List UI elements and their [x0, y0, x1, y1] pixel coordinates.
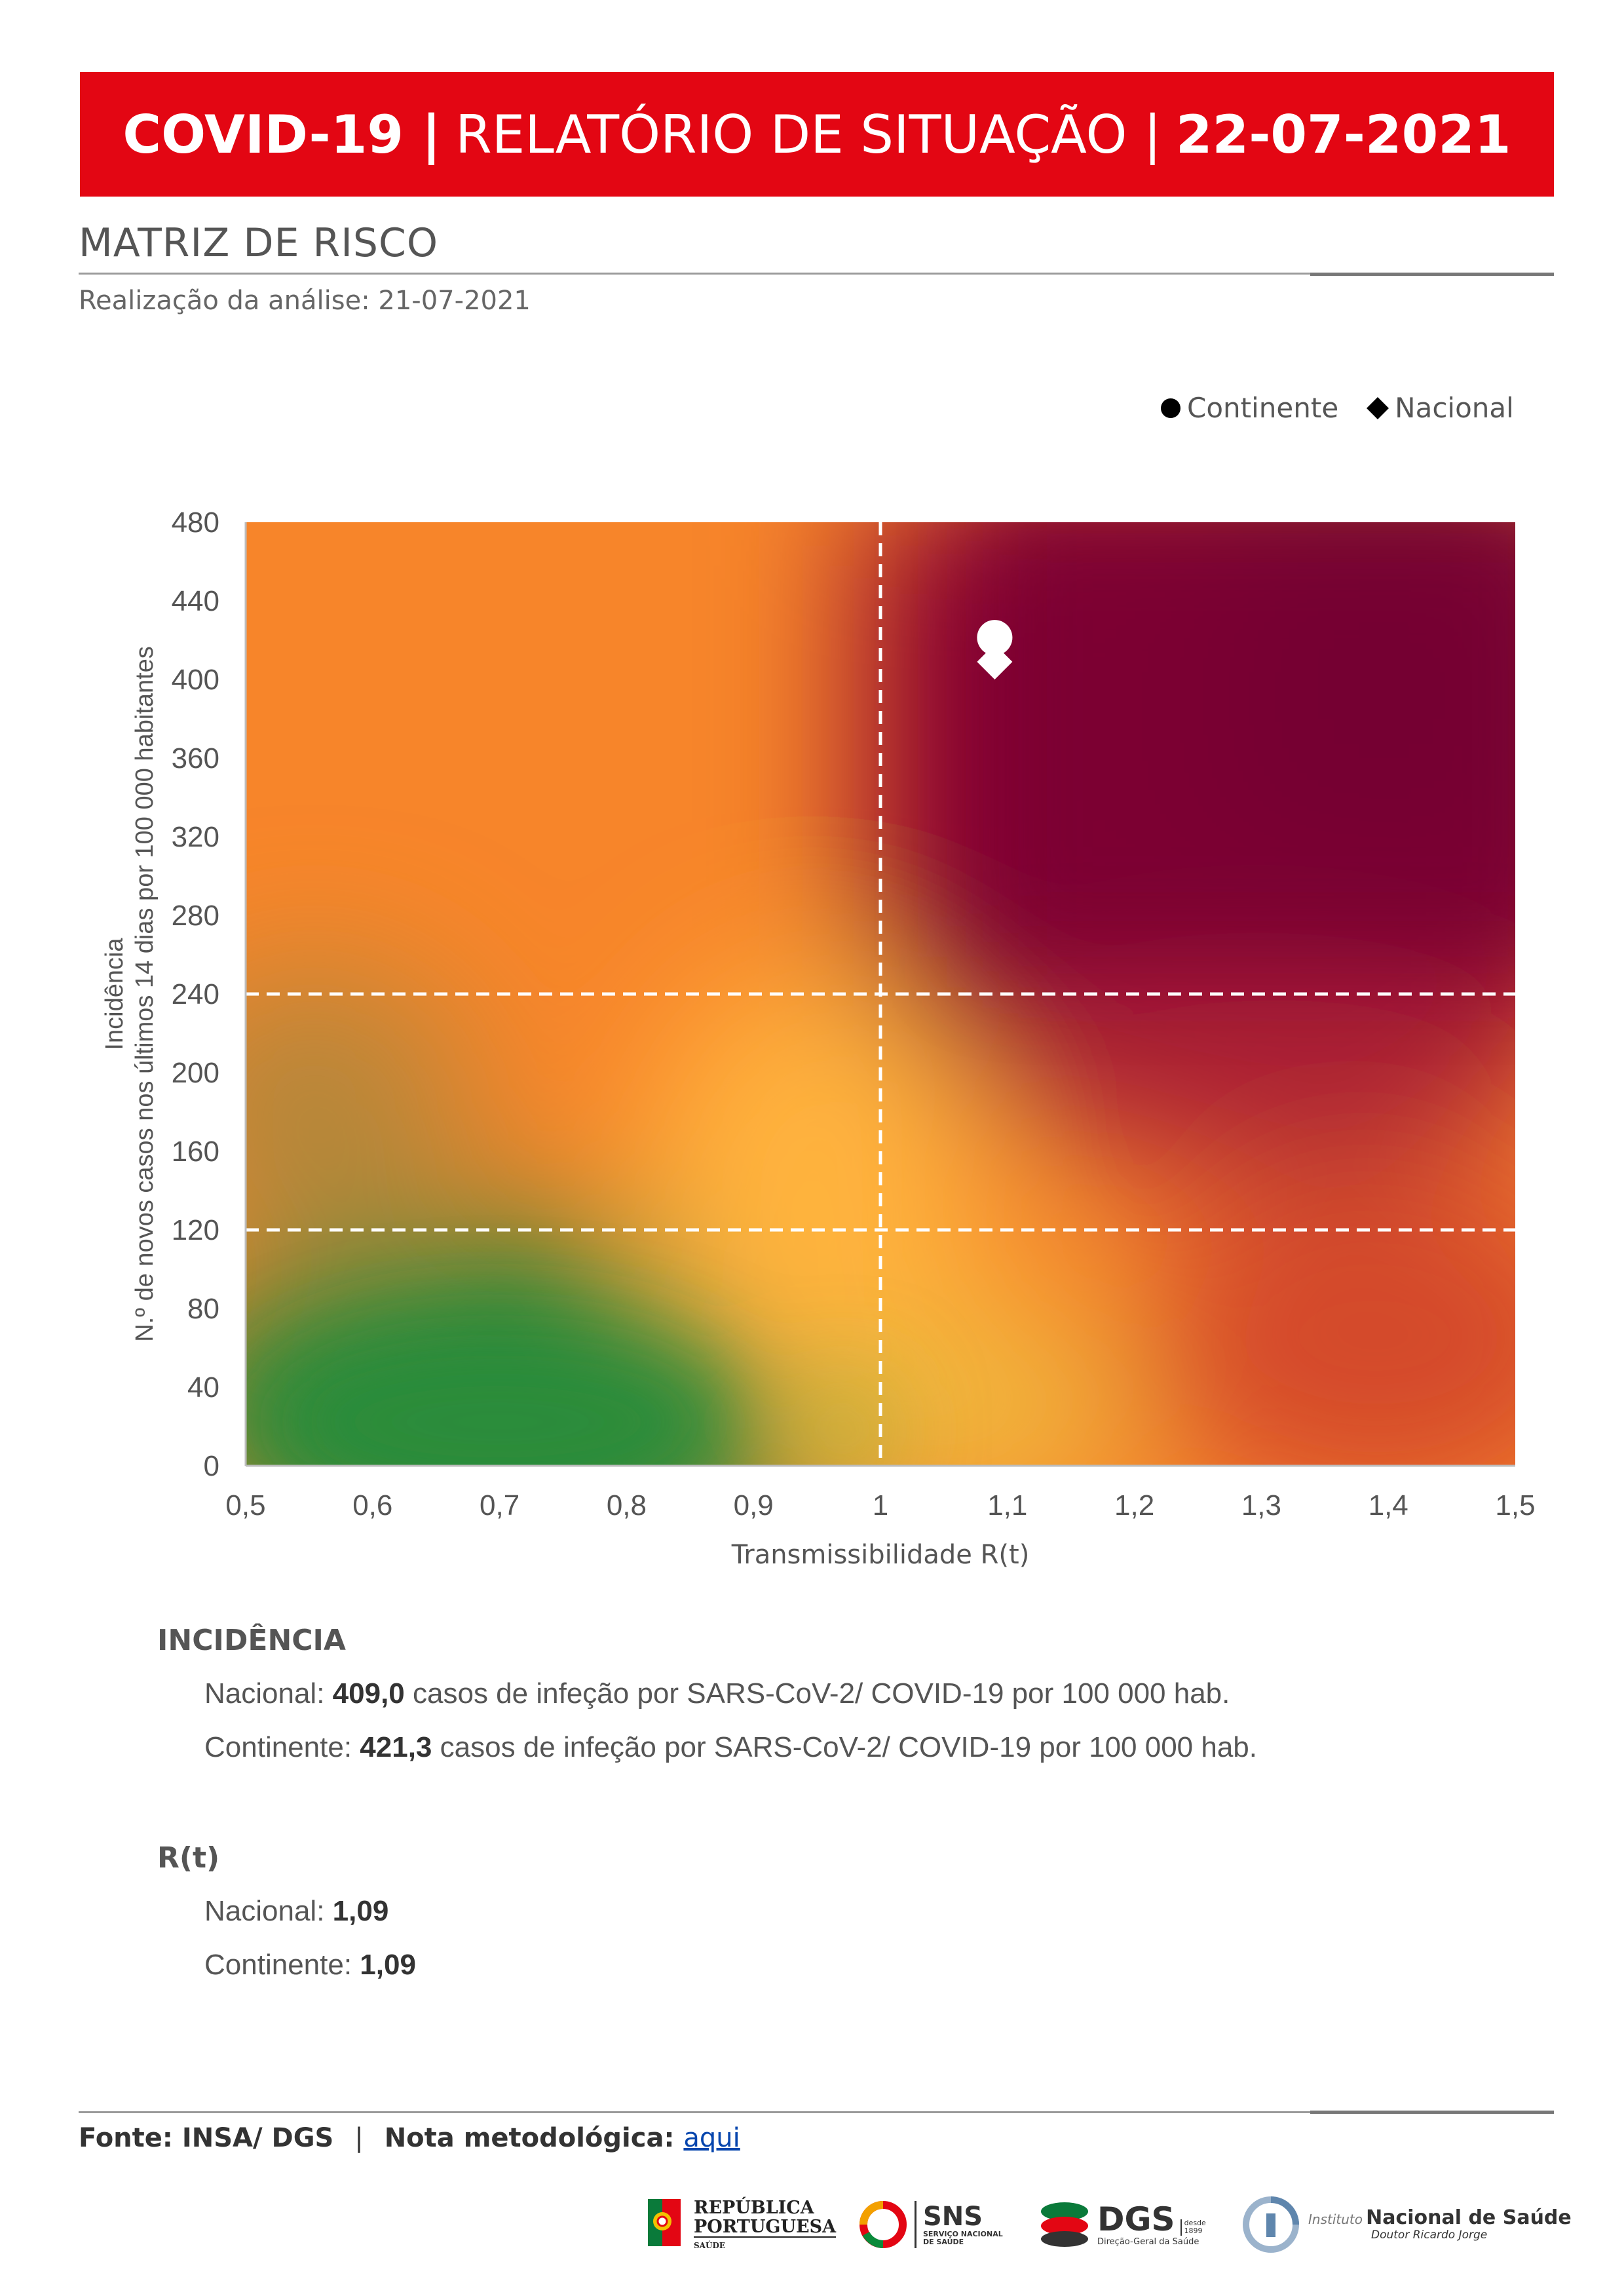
incidencia-continente-suffix: casos de infeção por SARS-CoV-2/ COVID-1… [440, 1731, 1258, 1763]
footer-divider-accent [1310, 2111, 1554, 2114]
y-tick-label: 0 [204, 1450, 219, 1482]
x-axis-label: Transmissibilidade R(t) [731, 1540, 1030, 1570]
incidencia-section: INCIDÊNCIA [157, 1624, 346, 1657]
insa-logo: Instituto Nacional de Saúde Doutor Ricar… [1241, 2192, 1572, 2257]
chart-legend: Continente Nacional [1161, 392, 1514, 424]
x-tick-label: 1,5 [1495, 1489, 1535, 1521]
y-tick-label: 400 [172, 664, 219, 696]
x-tick-label: 0,6 [352, 1489, 392, 1521]
incidencia-continente-label: Continente: [204, 1731, 352, 1763]
header-date: 22-07-2021 [1175, 104, 1511, 165]
header-covid: COVID-19 | [123, 104, 442, 165]
republica-line1: REPÚBLICA [694, 2198, 814, 2219]
y-tick-label: 480 [172, 507, 219, 539]
report-header-banner: COVID-19 | RELATÓRIO DE SITUAÇÃO | 22-07… [80, 72, 1554, 197]
sns-title: SNS [923, 2202, 983, 2232]
y-tick-label: 440 [172, 585, 219, 617]
x-tick-label: 1 [873, 1489, 888, 1521]
rt-continente-label: Continente: [204, 1949, 352, 1981]
dgs-subtitle: Direção-Geral da Saúde [1097, 2236, 1199, 2247]
incidencia-nacional-value: 409,0 [332, 1677, 405, 1710]
footer-divider [79, 2111, 1554, 2113]
sns-line2: DE SAÚDE [923, 2238, 964, 2246]
dgs-title: DGS [1097, 2200, 1175, 2238]
rt-section: R(t) [157, 1841, 219, 1875]
rt-nacional-label: Nacional: [204, 1895, 325, 1927]
insa-prefix: Instituto [1308, 2211, 1363, 2227]
legend-item-nacional: Nacional [1367, 392, 1514, 424]
insa-title: Nacional de Saúde [1366, 2206, 1572, 2229]
incidencia-continente-line: Continente: 421,3 casos de infeção por S… [204, 1731, 1257, 1764]
x-tick-label: 0,8 [607, 1489, 647, 1521]
title-divider-accent [1310, 273, 1554, 276]
republica-portuguesa-logo: REPÚBLICA PORTUGUESA SAÚDE [645, 2192, 837, 2257]
insa-circle-icon [1243, 2196, 1299, 2253]
x-tick-label: 0,5 [225, 1489, 265, 1521]
incidencia-nacional-line: Nacional: 409,0 casos de infeção por SAR… [204, 1677, 1230, 1710]
y-axis-label-line1: Incidência [101, 938, 128, 1050]
footer-note-label: Nota metodológica: [384, 2123, 675, 2153]
republica-line2: PORTUGUESA [694, 2216, 837, 2238]
reference-lines [246, 522, 1515, 1466]
x-tick-label: 1,2 [1114, 1489, 1154, 1521]
y-axis-label-line2: N.º de novos casos nos últimos 14 dias p… [131, 646, 159, 1342]
sns-logo: SNS SERVIÇO NACIONAL DE SAÚDE [858, 2192, 1003, 2257]
analysis-date: Realização da análise: 21-07-2021 [79, 286, 531, 316]
incidencia-nacional-label: Nacional: [204, 1677, 325, 1710]
y-tick-label: 80 [187, 1293, 219, 1325]
sns-line1: SERVIÇO NACIONAL [923, 2230, 1003, 2239]
y-tick-label: 40 [187, 1371, 219, 1404]
legend-label-continente: Continente [1187, 392, 1339, 424]
legend-label-nacional: Nacional [1395, 392, 1514, 424]
data-points [977, 620, 1013, 679]
y-tick-label: 160 [172, 1136, 219, 1168]
x-tick-label: 0,7 [480, 1489, 519, 1521]
dgs-since: desde [1184, 2219, 1206, 2228]
y-tick-label: 120 [172, 1214, 219, 1246]
dgs-logo: DGS desde 1899 Direção-Geral da Saúde [1038, 2192, 1206, 2257]
y-tick-label: 200 [172, 1057, 219, 1089]
incidencia-continente-value: 421,3 [360, 1731, 432, 1763]
rt-title: R(t) [157, 1841, 220, 1875]
circle-marker-icon [1161, 398, 1180, 418]
section-title: MATRIZ DE RISCO [79, 220, 439, 266]
title-divider [79, 273, 1554, 275]
footer-source-label: Fonte: INSA/ DGS [79, 2123, 334, 2153]
x-tick-label: 0,9 [734, 1489, 774, 1521]
x-axis-ticks: 0,5 0,6 0,7 0,8 0,9 1 1,1 1,2 1,3 1,4 1,5 [225, 1489, 1535, 1521]
rt-nacional-value: 1,09 [332, 1895, 389, 1927]
y-tick-label: 320 [172, 821, 219, 853]
risk-matrix-chart: 0,5 0,6 0,7 0,8 0,9 1 1,1 1,2 1,3 1,4 1,5 0 40 80 120… [101, 507, 1536, 1570]
point-nacional [977, 644, 1013, 679]
methodology-link[interactable]: aqui [683, 2123, 740, 2153]
incidencia-nacional-suffix: casos de infeção por SARS-CoV-2/ COVID-1… [413, 1677, 1230, 1710]
heatmap-background [246, 522, 1515, 1466]
y-axis-ticks: 0 40 80 120 160 200 240 280 320 360 400 440 480 [172, 507, 219, 1482]
republica-flag-icon [648, 2199, 681, 2246]
insa-subtitle: Doutor Ricardo Jorge [1371, 2229, 1488, 2242]
x-tick-label: 1,1 [987, 1489, 1027, 1521]
y-tick-label: 280 [172, 900, 219, 932]
point-continente [977, 620, 1013, 656]
legend-item-continente: Continente [1161, 392, 1338, 424]
incidencia-title: INCIDÊNCIA [157, 1624, 346, 1657]
republica-line3: SAÚDE [694, 2241, 725, 2251]
x-tick-label: 1,4 [1369, 1489, 1408, 1521]
y-tick-label: 240 [172, 978, 219, 1010]
rt-continente-line: Continente: 1,09 [204, 1949, 416, 1981]
rt-nacional-line: Nacional: 1,09 [204, 1895, 388, 1928]
footer-source: Fonte: INSA/ DGS | Nota metodológica: aq… [79, 2123, 740, 2153]
dgs-emblem-icon [1041, 2202, 1088, 2247]
y-tick-label: 360 [172, 742, 219, 775]
chart-axes [244, 522, 1515, 1467]
rt-continente-value: 1,09 [360, 1949, 416, 1981]
header-report-title: RELATÓRIO DE SITUAÇÃO | [455, 104, 1161, 165]
footer-separator: | [354, 2123, 364, 2153]
sns-ring-icon [859, 2201, 907, 2248]
x-tick-label: 1,3 [1241, 1489, 1281, 1521]
dgs-year: 1899 [1184, 2227, 1203, 2236]
